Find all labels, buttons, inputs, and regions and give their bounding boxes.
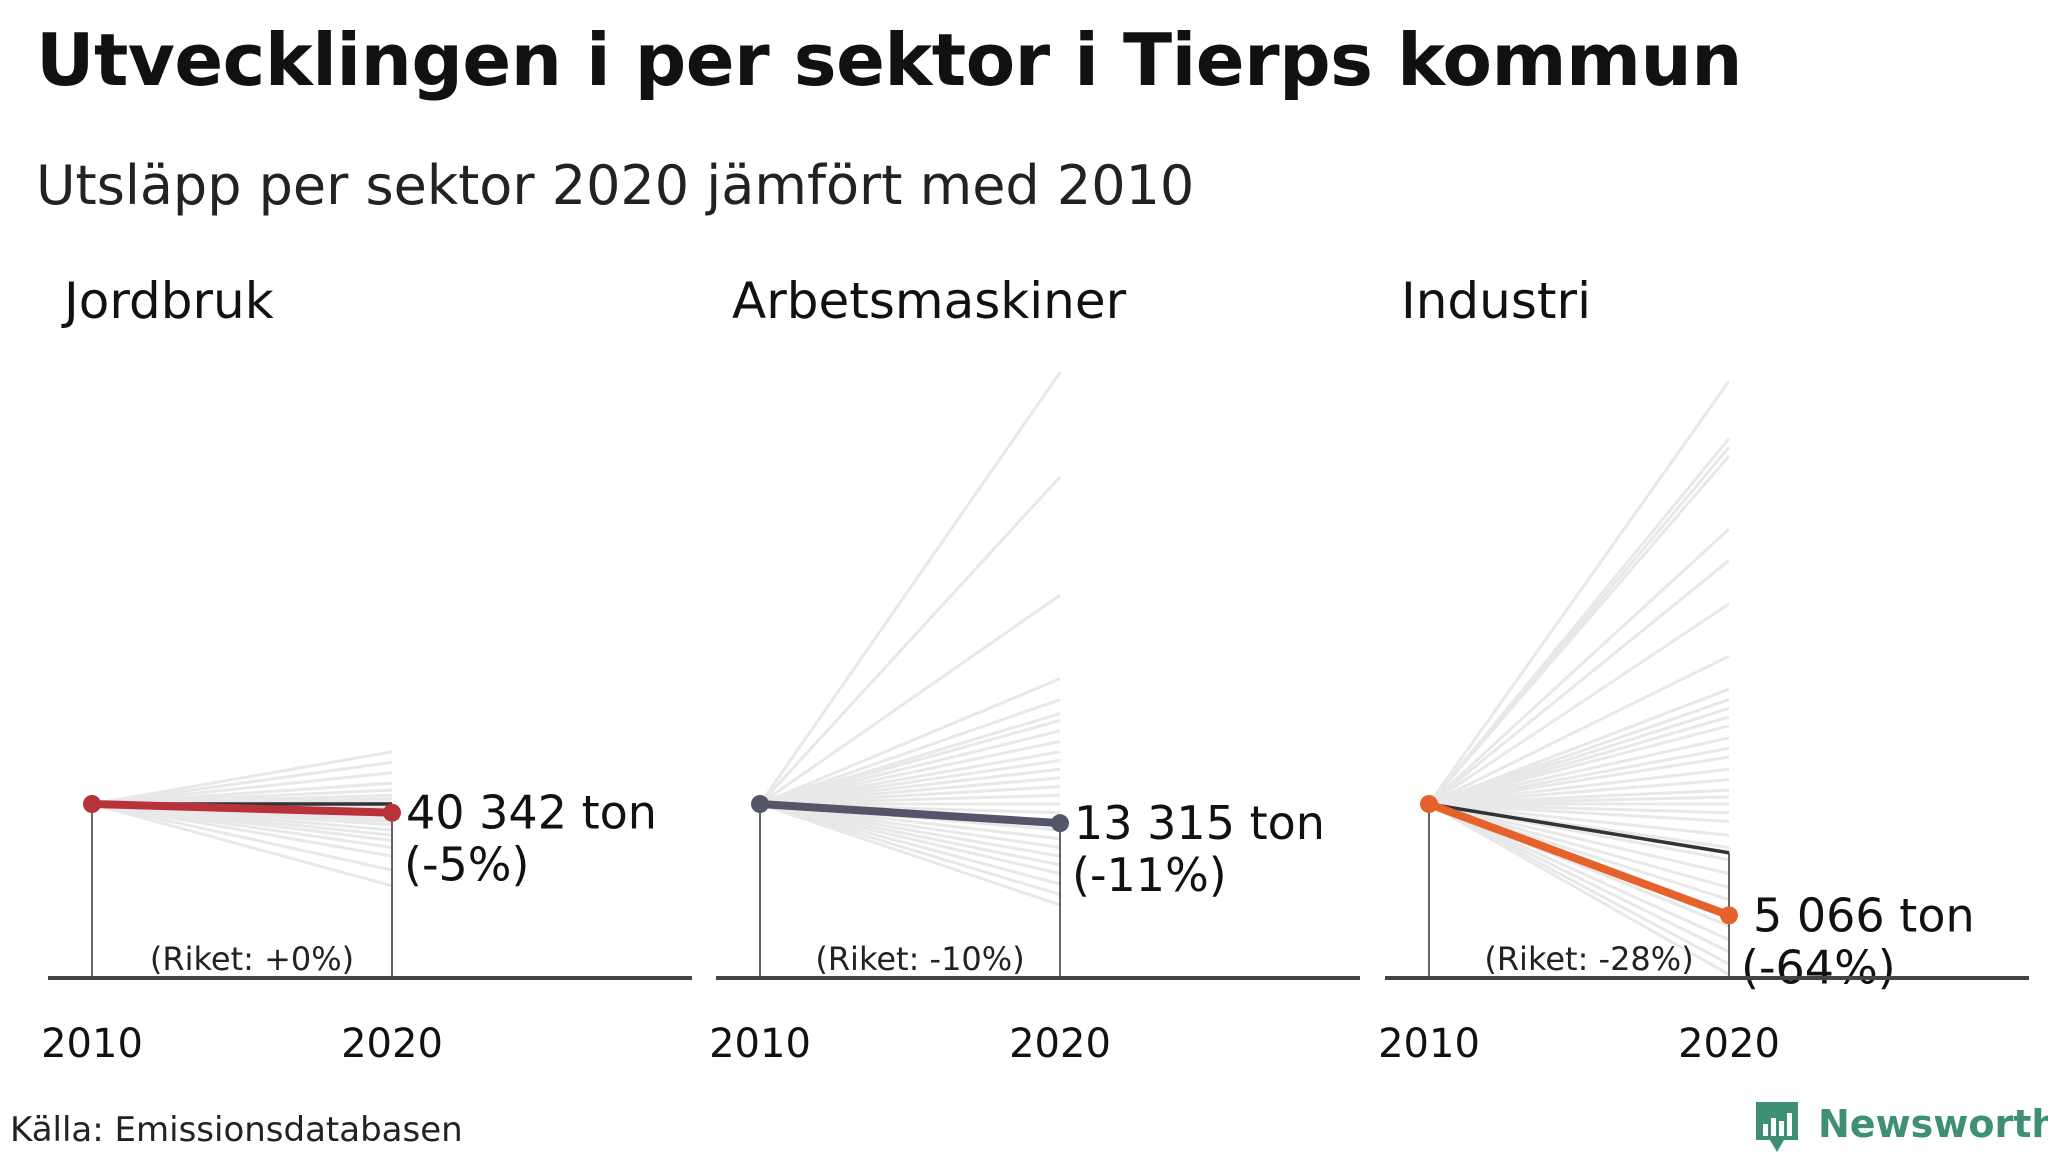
background-series-line [1428,802,1730,889]
background-series-line [759,802,1061,896]
panel-title: Jordbruk [61,272,274,330]
background-series-line [759,698,1061,806]
national-change-label: (Riket: +0%) [150,940,354,978]
highlight-point-2010 [83,795,101,813]
background-series-line [758,371,1062,805]
background-series-line [1428,802,1730,954]
panel-title: Industri [1401,272,1591,330]
background-series-line [759,712,1061,806]
background-series-line [1427,437,1731,805]
national-change-label: (Riket: -10%) [815,940,1024,978]
background-series-line [1428,767,1730,806]
panel-title: Arbetsmaskiner [732,272,1127,330]
highlight-point-2020 [1051,814,1069,833]
chart-subtitle: Utsläpp per sektor 2020 jämfört med 2010 [36,154,1195,217]
highlight-series-line [756,800,1064,828]
background-series-line [91,781,393,806]
background-series-line [1428,802,1730,966]
change-label: (-64%) [1741,940,1896,994]
chart-title: Utvecklingen i per sektor i Tierps kommu… [36,18,1743,102]
highlight-point-2020 [1720,906,1738,925]
highlight-point-2010 [1420,795,1438,813]
background-series-line [91,750,393,806]
panel-0: Jordbruk 40 342 ton(-5%) (Riket: +0%) 2010 2… [41,272,692,1067]
background-series-line [759,802,1061,907]
background-series-line [1428,602,1730,806]
panel-1: Arbetsmaskiner 13 315 ton(-11%) (Riket: -1… [709,272,1360,1067]
background-series-line [759,729,1061,806]
background-series-line [1427,527,1731,806]
value-label: 13 315 ton [1074,796,1325,850]
panel-2: Industri 5 066 ton(-64%) (Riket: -28%) 2010… [1378,272,2029,1067]
highlight-point-2010 [751,795,769,813]
change-label: (-11%) [1072,848,1227,902]
source-note: Källa: Emissionsdatabasen [10,1110,463,1150]
background-series-line [1428,778,1730,806]
background-series-line [759,593,1061,806]
background-series-line [759,802,1061,886]
x-tick-label: 2020 [1678,1021,1780,1067]
bar-chart-badge-icon [1756,1102,1798,1152]
background-series-line [1427,380,1731,805]
highlight-series-line [1425,800,1733,920]
background-series-line [759,677,1061,806]
national-series-line [1428,802,1730,855]
background-series-line [1428,654,1730,806]
background-series-line [1428,687,1730,806]
background-series-line [1428,698,1730,806]
value-label: 40 342 ton [406,786,657,840]
background-series-line [1428,746,1730,806]
x-tick-label: 2010 [41,1021,143,1067]
background-series-line [1428,736,1730,806]
background-series-line [758,475,1062,806]
background-series-line [759,739,1061,806]
value-label: 5 066 ton [1753,888,1975,942]
brand-name: Newsworthy [1818,1102,2048,1146]
x-tick-label: 2010 [1378,1021,1480,1067]
highlight-series-line [88,800,396,817]
background-series-line [91,760,393,806]
x-tick-label: 2010 [709,1021,811,1067]
background-series-line [759,750,1061,806]
background-series-line [1428,802,1730,837]
highlight-point-2020 [383,803,401,822]
newsworthy-logo: Newsworthy [1752,1100,2048,1160]
background-series-line [1428,559,1730,806]
background-series-line [1428,802,1730,976]
national-change-label: (Riket: -28%) [1484,940,1693,978]
change-label: (-5%) [404,838,529,892]
background-series-line [91,771,393,806]
background-series-line [91,802,393,888]
x-tick-label: 2020 [1009,1021,1111,1067]
background-series-line [1428,802,1730,876]
x-tick-label: 2020 [341,1021,443,1067]
background-series-line [1428,788,1730,806]
background-series-line [91,802,393,872]
